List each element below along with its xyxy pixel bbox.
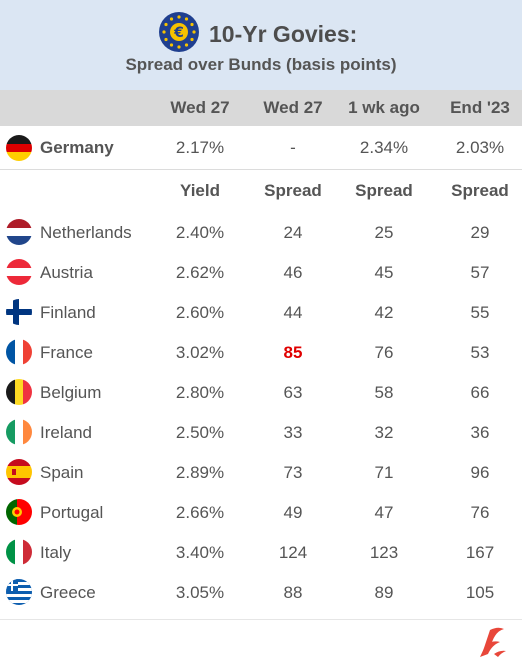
- country-name: Greece: [40, 583, 96, 602]
- benchmark-end23: 2.03%: [455, 138, 505, 157]
- spread-cell: 33: [283, 423, 303, 442]
- table-row: Ireland 2.50% 33 32 36: [0, 412, 522, 452]
- spread-1wk-cell: 71: [374, 463, 394, 482]
- portugal-flag-icon: [6, 499, 32, 525]
- spread-cell: 46: [283, 263, 303, 282]
- country-name: Portugal: [40, 503, 104, 522]
- spread-cell-highlighted: 85: [283, 343, 303, 362]
- yield-cell: 2.80%: [175, 383, 225, 402]
- yield-cell: 2.60%: [175, 303, 225, 322]
- table-row: France 3.02% 85 76 53: [0, 332, 522, 372]
- spread-1wk-cell: 45: [374, 263, 394, 282]
- svg-text:€: €: [173, 25, 184, 41]
- subheader-spread-end23: Spread: [451, 181, 509, 200]
- belgium-flag-icon: [6, 379, 32, 405]
- spread-1wk-cell: 58: [374, 383, 394, 402]
- spread-end23-cell: 76: [470, 503, 490, 522]
- table-row: Italy 3.40% 124 123 167: [0, 532, 522, 572]
- page-title: 10-Yr Govies:: [209, 21, 358, 47]
- column-header-end23: End '23: [450, 98, 510, 117]
- spread-1wk-cell: 47: [374, 503, 394, 522]
- finland-flag-icon: [6, 299, 32, 325]
- table-row: Netherlands 2.40% 24 25 29: [0, 212, 522, 252]
- benchmark-name: Germany: [40, 138, 114, 157]
- spread-end23-cell: 29: [470, 223, 490, 242]
- france-flag-icon: [6, 339, 32, 365]
- column-header-yield-date: Wed 27: [170, 98, 230, 117]
- yield-cell: 3.05%: [175, 583, 225, 602]
- table-row: Belgium 2.80% 63 58 66: [0, 372, 522, 412]
- spread-end23-cell: 53: [470, 343, 490, 362]
- spread-1wk-cell: 42: [374, 303, 394, 322]
- benchmark-1wk: 2.34%: [359, 138, 409, 157]
- column-header-1wk: 1 wk ago: [348, 98, 420, 117]
- subheader-row: Yield Spread Spread Spread: [0, 171, 522, 211]
- spread-end23-cell: 105: [465, 583, 495, 602]
- country-name: Netherlands: [40, 223, 132, 242]
- spread-end23-cell: 57: [470, 263, 490, 282]
- country-name: France: [40, 343, 93, 362]
- spread-1wk-cell: 32: [374, 423, 394, 442]
- spread-end23-cell: 167: [465, 543, 495, 562]
- column-header-spread-date: Wed 27: [263, 98, 323, 117]
- netherlands-flag-icon: [6, 219, 32, 245]
- yield-cell: 2.50%: [175, 423, 225, 442]
- spread-cell: 44: [283, 303, 303, 322]
- country-name: Spain: [40, 463, 84, 482]
- brand-logo-icon: [480, 627, 506, 657]
- yield-cell: 3.02%: [175, 343, 225, 362]
- header-banner: € 10-Yr Govies: Spread over Bunds (basis…: [0, 0, 522, 90]
- spread-end23-cell: 36: [470, 423, 490, 442]
- spread-cell: 88: [283, 583, 303, 602]
- country-name: Belgium: [40, 383, 102, 402]
- spain-flag-icon: [6, 459, 32, 485]
- benchmark-row: Germany 2.17% - 2.34% 2.03%: [0, 126, 522, 170]
- table-row: Finland 2.60% 44 42 55: [0, 292, 522, 332]
- footer-divider: [0, 619, 522, 620]
- column-header-row: Wed 27 Wed 27 1 wk ago End '23: [0, 90, 522, 126]
- benchmark-spread: -: [290, 138, 296, 157]
- country-name: Ireland: [40, 423, 92, 442]
- yield-cell: 2.89%: [175, 463, 225, 482]
- subheader-spread-1wk: Spread: [355, 181, 413, 200]
- germany-flag-icon: [6, 135, 32, 161]
- spread-cell: 124: [278, 543, 308, 562]
- spread-end23-cell: 55: [470, 303, 490, 322]
- yield-cell: 2.62%: [175, 263, 225, 282]
- yield-cell: 2.40%: [175, 223, 225, 242]
- spread-cell: 24: [283, 223, 303, 242]
- spread-cell: 49: [283, 503, 303, 522]
- ireland-flag-icon: [6, 419, 32, 445]
- spread-1wk-cell: 89: [374, 583, 394, 602]
- spread-cell: 63: [283, 383, 303, 402]
- subheader-yield: Yield: [180, 181, 220, 200]
- spread-cell: 73: [283, 463, 303, 482]
- table-row: Austria 2.62% 46 45 57: [0, 252, 522, 292]
- spread-end23-cell: 66: [470, 383, 490, 402]
- austria-flag-icon: [6, 259, 32, 285]
- table-row: Portugal 2.66% 49 47 76: [0, 492, 522, 532]
- country-name: Austria: [40, 263, 93, 282]
- spread-1wk-cell: 76: [374, 343, 394, 362]
- yield-cell: 3.40%: [175, 543, 225, 562]
- spread-1wk-cell: 25: [374, 223, 394, 242]
- page-subtitle: Spread over Bunds (basis points): [125, 55, 397, 74]
- table-row: Spain 2.89% 73 71 96: [0, 452, 522, 492]
- italy-flag-icon: [6, 539, 32, 565]
- euro-stars-logo-icon: €: [159, 12, 199, 52]
- spread-end23-cell: 96: [470, 463, 490, 482]
- benchmark-yield: 2.17%: [175, 138, 225, 157]
- greece-flag-icon: [6, 579, 32, 605]
- yield-cell: 2.66%: [175, 503, 225, 522]
- table-row: Greece 3.05% 88 89 105: [0, 572, 522, 612]
- country-name: Finland: [40, 303, 96, 322]
- subheader-spread: Spread: [264, 181, 322, 200]
- spread-1wk-cell: 123: [369, 543, 399, 562]
- country-name: Italy: [40, 543, 72, 562]
